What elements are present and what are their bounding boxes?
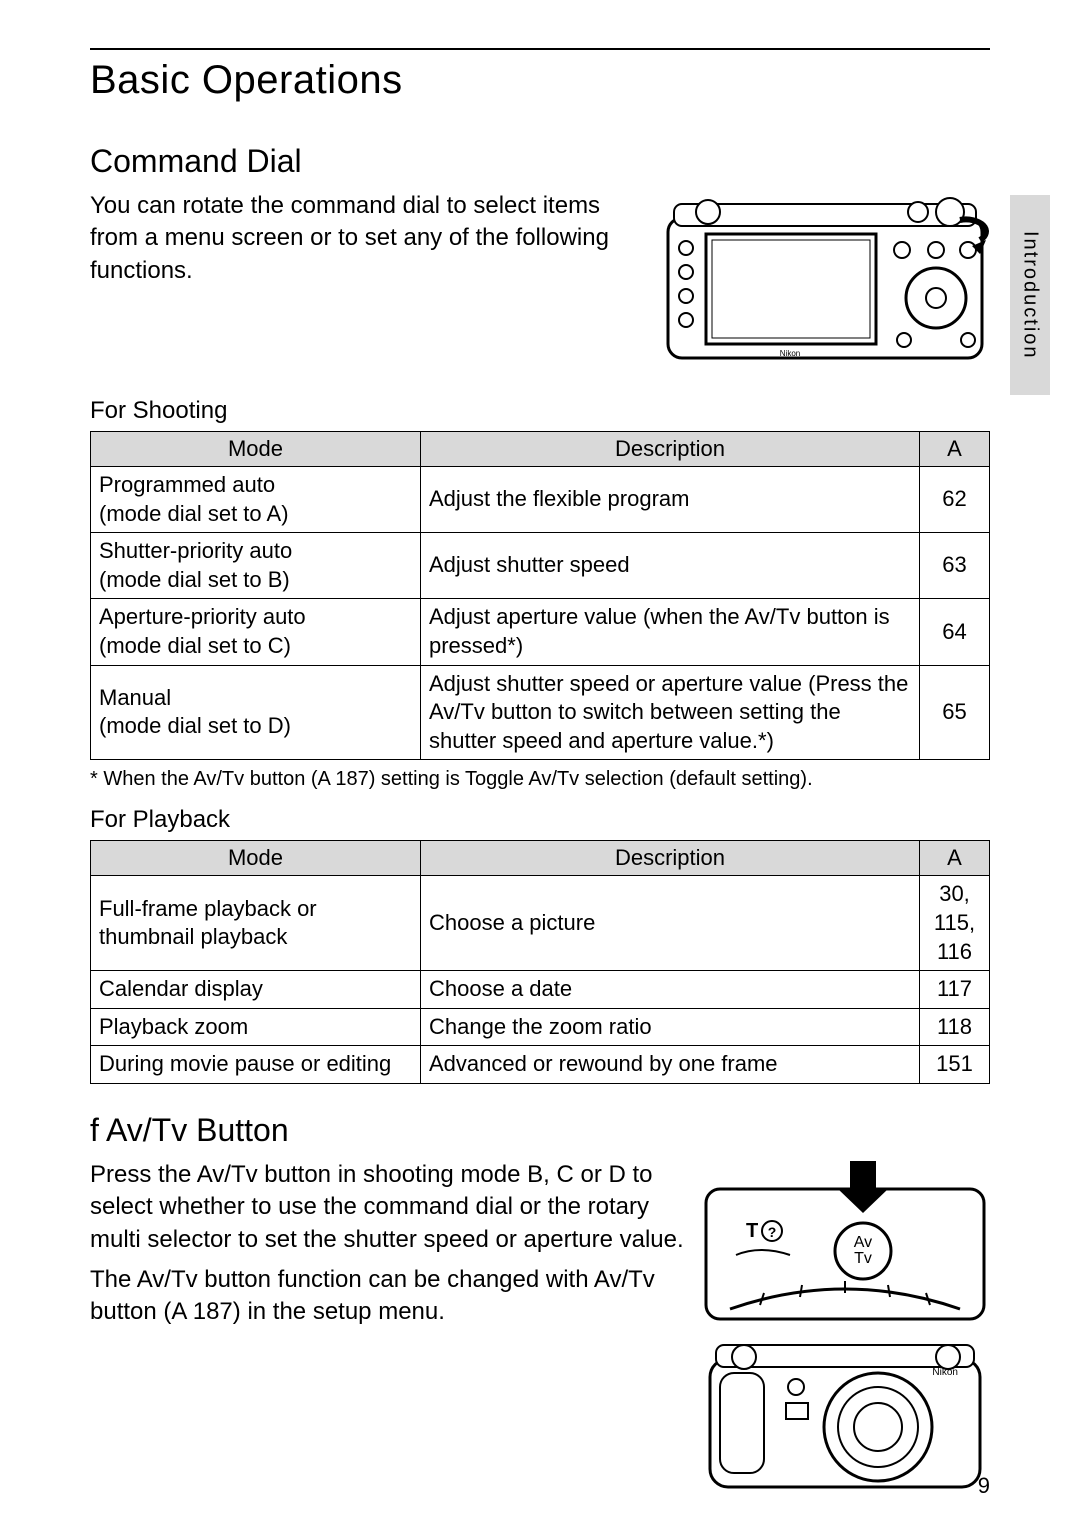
playback-table: Mode Description A Full-frame playback o… xyxy=(90,840,990,1084)
cell-page-ref: 151 xyxy=(920,1046,990,1084)
camera-rear-illustration: Nikon xyxy=(660,190,990,365)
cell-mode: Aperture-priority auto (mode dial set to… xyxy=(91,599,421,665)
cell-description: Choose a date xyxy=(421,971,920,1009)
avtv-paragraph-2: The Av/Tv button function can be changed… xyxy=(90,1264,690,1329)
svg-text:T: T xyxy=(746,1220,758,1242)
shooting-footnote: * When the Av/Tv button (A 187) setting … xyxy=(90,766,990,792)
cell-mode: During movie pause or editing xyxy=(91,1046,421,1084)
cell-page-ref: 30, 115, 116 xyxy=(920,876,990,971)
table-row: Programmed auto (mode dial set to A)Adju… xyxy=(91,467,990,533)
table-row: Playback zoomChange the zoom ratio118 xyxy=(91,1008,990,1046)
cell-page-ref: 62 xyxy=(920,467,990,533)
cell-mode: Full-frame playback or thumbnail playbac… xyxy=(91,876,421,971)
table-row: Shutter-priority auto (mode dial set to … xyxy=(91,533,990,599)
avtv-paragraph-1: Press the Av/Tv button in shooting mode … xyxy=(90,1159,690,1256)
cell-description: Adjust the flexible program xyxy=(421,467,920,533)
cell-description: Choose a picture xyxy=(421,876,920,971)
th-desc: Description xyxy=(421,841,920,876)
cell-description: Change the zoom ratio xyxy=(421,1008,920,1046)
cell-mode: Shutter-priority auto (mode dial set to … xyxy=(91,533,421,599)
side-tab-introduction: Introduction xyxy=(1010,195,1050,395)
table-row: During movie pause or editingAdvanced or… xyxy=(91,1046,990,1084)
table-row: Aperture-priority auto (mode dial set to… xyxy=(91,599,990,665)
table-row: Full-frame playback or thumbnail playbac… xyxy=(91,876,990,971)
cell-description: Advanced or rewound by one frame xyxy=(421,1046,920,1084)
cell-page-ref: 65 xyxy=(920,665,990,760)
cell-page-ref: 64 xyxy=(920,599,990,665)
th-mode: Mode xyxy=(91,432,421,467)
cell-mode: Manual (mode dial set to D) xyxy=(91,665,421,760)
command-dial-heading: Command Dial xyxy=(90,143,990,180)
shooting-table: Mode Description A Programmed auto (mode… xyxy=(90,431,990,760)
svg-text:Nikon: Nikon xyxy=(932,1367,958,1378)
th-ref: A xyxy=(920,432,990,467)
th-mode: Mode xyxy=(91,841,421,876)
th-desc: Description xyxy=(421,432,920,467)
cell-mode: Calendar display xyxy=(91,971,421,1009)
cell-description: Adjust shutter speed or aperture value (… xyxy=(421,665,920,760)
svg-text:?: ? xyxy=(768,1224,777,1240)
svg-text:Tv: Tv xyxy=(854,1250,872,1267)
cell-page-ref: 63 xyxy=(920,533,990,599)
svg-text:Nikon: Nikon xyxy=(780,349,800,358)
section-title: Basic Operations xyxy=(90,58,990,103)
cell-description: Adjust shutter speed xyxy=(421,533,920,599)
table-row: Manual (mode dial set to D)Adjust shutte… xyxy=(91,665,990,760)
svg-text:Av: Av xyxy=(854,1234,872,1251)
cell-mode: Programmed auto (mode dial set to A) xyxy=(91,467,421,533)
cell-page-ref: 117 xyxy=(920,971,990,1009)
command-dial-intro: You can rotate the command dial to selec… xyxy=(90,190,640,287)
cell-mode: Playback zoom xyxy=(91,1008,421,1046)
cell-page-ref: 118 xyxy=(920,1008,990,1046)
for-shooting-heading: For Shooting xyxy=(90,397,990,425)
cell-description: Adjust aperture value (when the Av/Tv bu… xyxy=(421,599,920,665)
side-tab-label: Introduction xyxy=(1019,231,1042,360)
table-row: Calendar displayChoose a date117 xyxy=(91,971,990,1009)
for-playback-heading: For Playback xyxy=(90,806,990,834)
avtv-button-illustration: Av Tv T ? xyxy=(700,1159,990,1499)
th-ref: A xyxy=(920,841,990,876)
avtv-heading: f Av/Tv Button xyxy=(90,1112,990,1149)
